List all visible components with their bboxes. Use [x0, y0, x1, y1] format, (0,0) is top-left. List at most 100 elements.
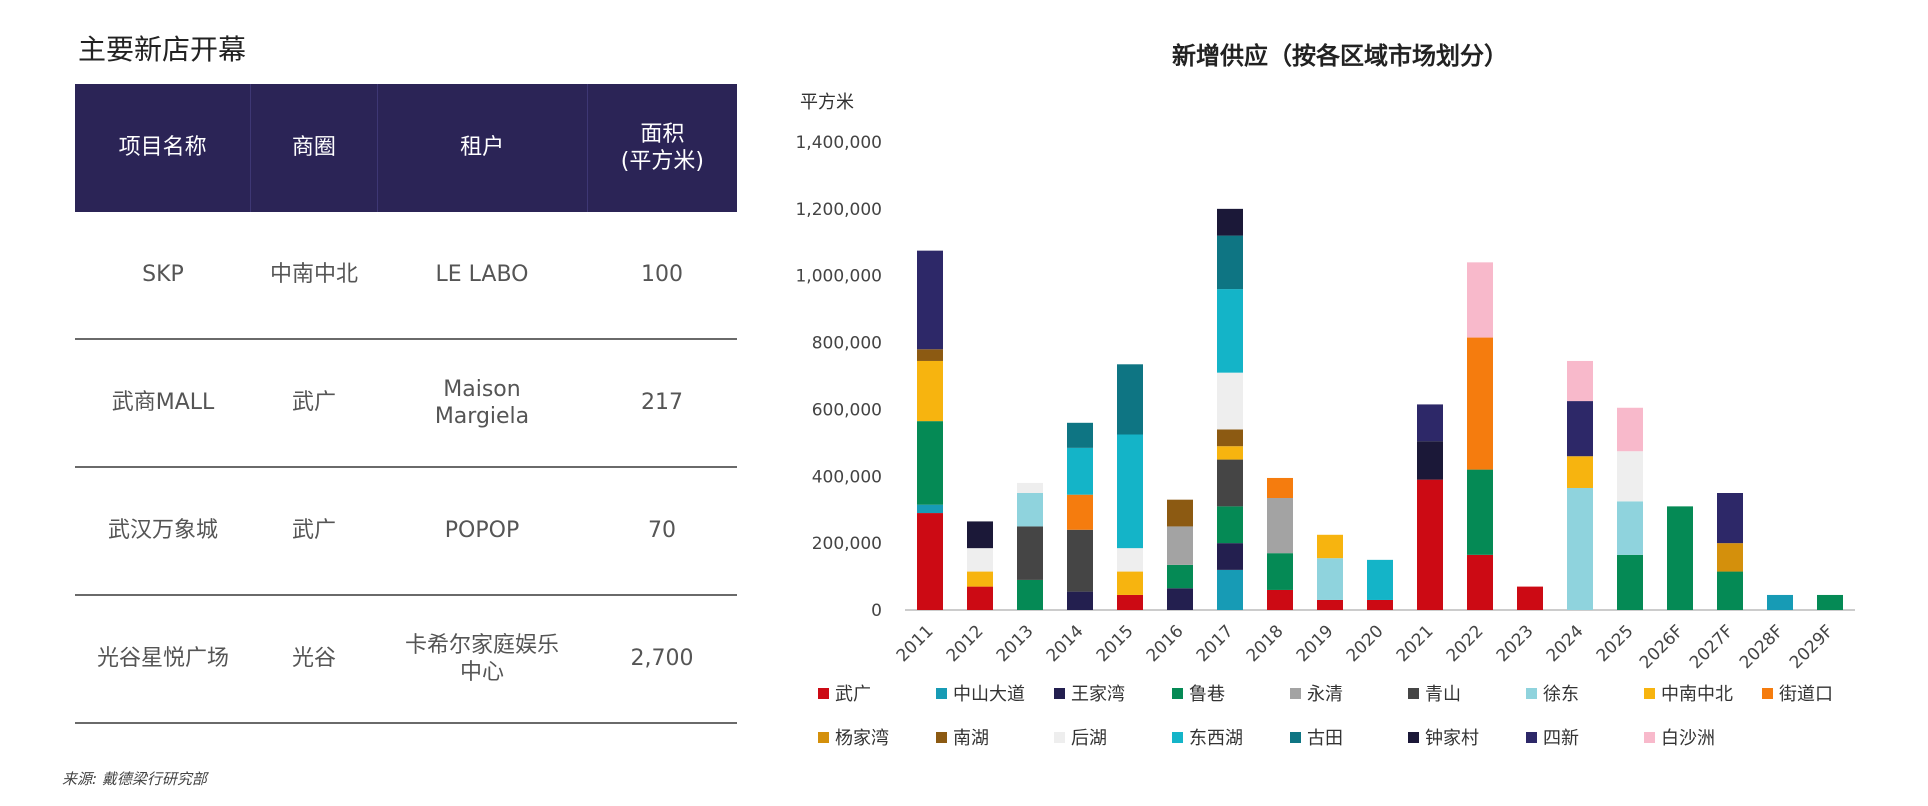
cell-tenant: Maison Margiela: [434, 376, 530, 430]
bar-segment-南湖: [917, 349, 943, 361]
bar-segment-钟家村: [1217, 208, 1243, 236]
y-tick-label: 800,000: [812, 334, 882, 354]
source-note: 来源: 戴德梁行研究部: [62, 770, 207, 788]
legend-swatch: [1526, 731, 1537, 743]
legend-label: 四新: [1543, 728, 1579, 749]
y-tick-label: 1,200,000: [795, 200, 882, 220]
bar-segment-武广: [1467, 554, 1493, 610]
legend-item: 古田: [1290, 724, 1343, 750]
legend-label: 徐东: [1543, 684, 1579, 705]
cell-district: 中南中北: [269, 262, 358, 288]
legend-item: 东西湖: [1172, 724, 1243, 750]
table-row: SKP 中南中北 LE LABO 100: [75, 212, 737, 340]
bar-segment-鲁巷: [1667, 506, 1693, 610]
x-tick-label: 2015: [1093, 621, 1138, 666]
legend-swatch: [1172, 731, 1183, 743]
bar-segment-中南中北: [1317, 534, 1343, 559]
legend-label: 古田: [1307, 728, 1343, 749]
left-title: 主要新店开幕: [78, 33, 247, 66]
x-tick-label: 2028F: [1736, 621, 1788, 673]
bar-segment-王家湾: [1167, 588, 1193, 610]
bar-segment-白沙洲: [1467, 262, 1493, 338]
bar-segment-鲁巷: [1717, 571, 1743, 610]
legend-label: 南湖: [953, 728, 989, 749]
header-tenant: 租户: [378, 84, 588, 212]
cell-project: 光谷星悦广场: [96, 646, 229, 672]
header-project: 项目名称: [75, 84, 252, 212]
legend-swatch: [1644, 687, 1655, 699]
x-tick-label: 2014: [1043, 621, 1088, 666]
bar-segment-后湖: [1117, 548, 1143, 572]
bar-segment-鲁巷: [1017, 579, 1043, 610]
legend-swatch: [818, 687, 829, 699]
bar-segment-钟家村: [1417, 441, 1443, 480]
bar-segment-武广: [1517, 586, 1543, 610]
bar-segment-钟家村: [967, 521, 993, 549]
table-row: 武商MALL 武广 Maison Margiela 217: [75, 340, 737, 468]
bar-segment-武广: [1367, 599, 1393, 610]
bar-segment-武广: [917, 513, 943, 610]
legend-item: 中山大道: [936, 680, 1025, 706]
bar-segment-中南中北: [1567, 456, 1593, 488]
cell-tenant: LE LABO: [435, 262, 529, 288]
legend-swatch: [1290, 731, 1301, 743]
legend-label: 中南中北: [1661, 684, 1733, 705]
bar-segment-南湖: [1167, 499, 1193, 527]
bar-segment-鲁巷: [1167, 564, 1193, 589]
bar-segment-街道口: [1467, 337, 1493, 470]
x-tick-label: 2020: [1343, 621, 1388, 666]
legend-swatch: [1526, 687, 1537, 699]
x-tick-label: 2029F: [1786, 621, 1838, 673]
cell-district: 武广: [291, 518, 336, 544]
bar-segment-中南中北: [967, 571, 993, 587]
legend-label: 中山大道: [953, 684, 1025, 705]
bar-segment-东西湖: [1367, 559, 1393, 600]
bar-segment-中山大道: [917, 504, 943, 514]
bar-segment-武广: [1417, 479, 1443, 610]
legend-label: 王家湾: [1071, 684, 1125, 705]
legend-swatch: [818, 731, 829, 743]
cell-district: 武广: [291, 390, 336, 416]
y-tick-label: 400,000: [812, 467, 882, 487]
bar-segment-后湖: [1017, 482, 1043, 493]
bar-segment-东西湖: [1067, 447, 1093, 495]
bar-segment-南湖: [1217, 429, 1243, 447]
cell-project: SKP: [142, 262, 184, 288]
bar-segment-徐东: [1317, 558, 1343, 600]
legend-swatch: [1408, 687, 1419, 699]
bar-segment-徐东: [1617, 501, 1643, 555]
new-store-table: 项目名称 商圈 租户 面积 (平方米) SKP 中南中北 LE LABO 100…: [75, 84, 737, 724]
header-area: 面积 (平方米): [620, 121, 704, 175]
legend-item: 南湖: [936, 724, 989, 750]
bar-segment-永清: [1167, 526, 1193, 565]
cell-project: 武商MALL: [111, 390, 215, 416]
legend-item: 白沙洲: [1644, 724, 1715, 750]
cell-area: 2,700: [630, 646, 694, 672]
bar-segment-青山: [1017, 526, 1043, 580]
cell-area: 217: [641, 390, 683, 416]
bar-segment-中南中北: [1117, 571, 1143, 595]
bar-segment-徐东: [1567, 487, 1593, 610]
legend-item: 后湖: [1054, 724, 1107, 750]
bar-segment-鲁巷: [1217, 506, 1243, 544]
bar-segment-四新: [1567, 401, 1593, 457]
legend-item: 钟家村: [1408, 724, 1479, 750]
y-tick-label: 0: [871, 601, 882, 621]
bar-segment-古田: [1067, 422, 1093, 448]
legend-swatch: [1408, 731, 1419, 743]
y-tick-label: 1,400,000: [795, 133, 882, 153]
legend-label: 永清: [1307, 684, 1343, 705]
legend-item: 鲁巷: [1172, 680, 1225, 706]
legend-label: 东西湖: [1189, 728, 1243, 749]
legend-swatch: [1054, 731, 1065, 743]
bar-segment-东西湖: [1117, 434, 1143, 549]
bar-segment-古田: [1217, 235, 1243, 290]
bar-segment-后湖: [1617, 451, 1643, 502]
bar-segment-中南中北: [917, 360, 943, 422]
cell-project: 武汉万象城: [107, 518, 218, 544]
legend-item: 街道口: [1762, 680, 1833, 706]
x-tick-label: 2024: [1543, 621, 1588, 666]
legend-swatch: [1172, 687, 1183, 699]
bar-segment-王家湾: [1217, 543, 1243, 570]
